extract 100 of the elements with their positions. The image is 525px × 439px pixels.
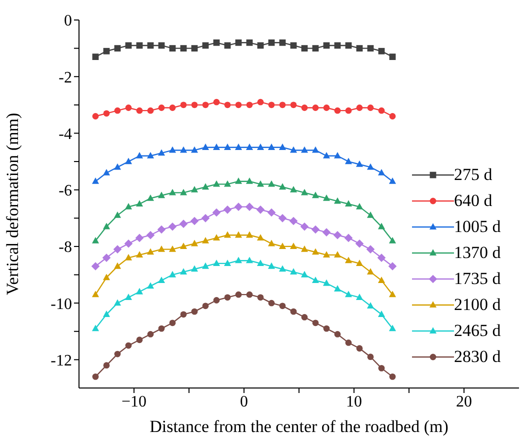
point [224,260,232,266]
point [202,102,209,108]
point [323,104,330,111]
point [378,276,386,283]
point [268,240,276,246]
point [256,260,264,266]
point [246,144,254,150]
point [114,350,121,358]
legend-label: 1005 d [454,217,501,237]
point [290,186,298,192]
point [388,290,396,298]
point [344,200,352,207]
point [102,222,110,230]
point [146,282,154,289]
point [158,276,166,283]
point [290,146,298,153]
point [234,256,242,264]
point [202,302,209,310]
point [322,279,330,286]
legend-label: 1735 d [454,269,501,289]
point [124,239,133,248]
point [102,254,111,262]
point [180,242,188,250]
point [246,178,254,184]
point [246,231,254,238]
point [245,202,254,211]
point [234,178,242,184]
point [344,256,352,264]
point [366,163,374,170]
point [125,104,132,111]
point [157,225,166,234]
legend-label: 2465 d [454,321,501,341]
point [289,216,298,226]
point [378,107,385,114]
point [367,104,374,111]
point [333,230,342,240]
point [212,180,220,187]
point [278,265,286,272]
point [92,113,99,120]
point [301,45,308,52]
point [124,158,132,164]
point [301,314,308,320]
point [246,102,253,108]
point [356,104,363,111]
y-tick-label: -4 [58,126,72,143]
point [136,288,144,294]
point [356,160,364,167]
point [234,202,243,211]
point [103,48,110,54]
point [356,202,364,210]
point [212,144,220,150]
point [344,290,352,298]
point [268,102,275,108]
point [135,234,144,242]
point [344,234,353,242]
point [191,45,198,52]
y-tick-label: -6 [58,182,72,200]
point [213,39,220,46]
point [356,260,364,266]
point [334,285,342,292]
point [312,104,319,111]
point [147,331,154,338]
point [146,152,154,158]
point [279,302,286,310]
point [136,336,143,344]
point [158,149,166,156]
point [267,208,276,217]
point [136,251,144,258]
point [169,45,176,52]
point [366,245,375,254]
point [246,256,254,264]
point [190,240,198,246]
point [278,242,286,250]
point [389,373,396,380]
point [168,222,177,231]
point [290,102,297,108]
point [102,169,110,176]
point [224,102,231,108]
point [212,208,221,217]
point [355,239,364,248]
point [224,231,232,238]
point [279,39,286,46]
point [168,146,176,153]
point [114,163,122,170]
point [256,234,264,241]
point [334,107,341,114]
x-tick-label: 10 [346,393,362,410]
point [180,311,187,318]
point [388,324,396,332]
point [180,102,187,108]
point [388,262,397,270]
point [377,254,386,262]
point [224,144,232,150]
point [234,144,242,150]
point [168,270,176,278]
point [92,236,100,244]
point [136,152,144,158]
point [268,180,276,187]
point [278,183,286,190]
point [147,107,154,114]
